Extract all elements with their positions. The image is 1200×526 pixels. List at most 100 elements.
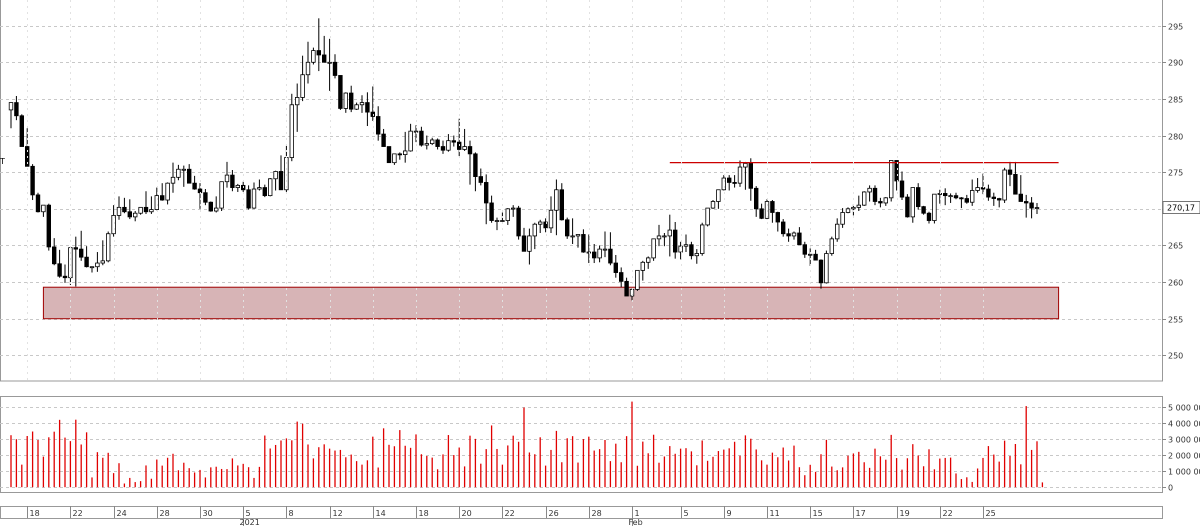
candle-body [467, 146, 473, 155]
candle-body [619, 272, 624, 282]
time-tick-label: 15 [813, 509, 823, 518]
candle-body [483, 182, 489, 204]
candle-body [1002, 169, 1007, 201]
time-tick-label: 22 [505, 509, 515, 518]
candle-body [781, 221, 786, 235]
candle-body [1029, 202, 1034, 209]
volume-tick-label: 5 000 000 [1168, 404, 1200, 413]
time-tick-label: 19 [900, 509, 910, 518]
candle-body [532, 223, 537, 237]
time-tick-label: 14 [376, 509, 386, 518]
candle-body [343, 92, 348, 109]
candle-body [267, 178, 273, 197]
candle-body [894, 160, 899, 182]
candle-body [246, 189, 251, 209]
candle-body [435, 139, 440, 147]
candle-body [586, 251, 591, 254]
candle-body [905, 196, 910, 218]
price-tick-label: 275 [1168, 169, 1183, 178]
time-tick-label: 11 [770, 509, 780, 518]
candle-body [327, 61, 332, 64]
candle-body [689, 244, 694, 257]
candle-body [170, 176, 176, 184]
candle-body [624, 280, 629, 297]
candle-body [786, 233, 791, 237]
candle-body [386, 146, 392, 164]
price-tick-label: 250 [1168, 352, 1183, 361]
candle-body [824, 253, 829, 284]
candle-body [181, 168, 186, 171]
time-tick-label: 9 [727, 509, 732, 518]
price-tick-label: 280 [1168, 133, 1183, 142]
candle-body [964, 198, 969, 203]
candle-body [1034, 207, 1040, 209]
candle-body [802, 244, 807, 255]
candle-body [208, 201, 213, 212]
candle-body [656, 235, 662, 240]
candle-body [1013, 173, 1018, 195]
price-tick-label: 255 [1168, 316, 1183, 325]
time-tick-label: 18 [419, 509, 429, 518]
candle-body [694, 253, 699, 257]
candle-body [84, 256, 89, 268]
candle-body [840, 212, 845, 225]
time-tick-label: 8 [289, 509, 294, 518]
candle-body [543, 221, 548, 229]
time-tick-label: 18 [30, 509, 40, 518]
candle-body [251, 188, 257, 209]
candle-body [35, 194, 41, 213]
candle-body [316, 50, 321, 56]
candle-body [219, 181, 224, 209]
candle-body [602, 248, 608, 251]
candle-body [500, 220, 505, 222]
candle-body [835, 223, 840, 240]
candle-body [106, 233, 111, 262]
candle-body [289, 104, 294, 158]
volume-tick-label: 2 000 000 [1168, 452, 1200, 461]
candle-body [721, 177, 726, 191]
candle-body [311, 50, 316, 63]
candle-body [700, 224, 705, 254]
candle-body [970, 190, 975, 203]
time-tick-label: 30 [203, 509, 213, 518]
candle-body [878, 201, 883, 204]
candle-body [565, 219, 570, 237]
candle-body [953, 195, 959, 199]
candle-body [662, 235, 667, 238]
candle-body [1007, 169, 1013, 175]
candle-body [375, 116, 381, 135]
candle-body [429, 139, 435, 145]
candle-body [862, 191, 867, 206]
candle-body [392, 153, 397, 164]
candle-body [505, 208, 510, 221]
support-zone [42, 286, 1060, 320]
candle-body [52, 246, 57, 265]
candle-body [149, 209, 154, 213]
candle-body [754, 187, 759, 210]
candle-body [683, 244, 689, 247]
price-tick-label: 285 [1168, 96, 1183, 105]
candle-body [127, 211, 132, 218]
candle-body [354, 104, 359, 110]
price-panel-frame [0, 0, 1163, 382]
candle-body [986, 188, 991, 198]
candle-body [14, 102, 19, 117]
candle-body [262, 187, 267, 197]
candle-body [710, 201, 716, 209]
time-tick-label: 25 [986, 509, 996, 518]
candle-body [678, 245, 683, 253]
candle-body [338, 75, 343, 109]
candle-body [273, 171, 278, 180]
volume-panel-frame [0, 396, 1163, 493]
candle-body [100, 260, 105, 264]
candle-body [192, 182, 197, 190]
candle-body [521, 235, 527, 252]
candle-body [95, 262, 100, 268]
candle-body [370, 111, 375, 117]
time-tick-label: 26 [549, 509, 559, 518]
candle-body [845, 208, 851, 213]
time-tick-label: 1 [635, 509, 640, 518]
candle-body [365, 102, 370, 113]
candle-body [381, 133, 386, 147]
time-axis: 18 22 24 28 30 5 8 12 14 18 20 22 26 28 1 5 9 11 15 17 19 22 2… [0, 506, 1163, 526]
